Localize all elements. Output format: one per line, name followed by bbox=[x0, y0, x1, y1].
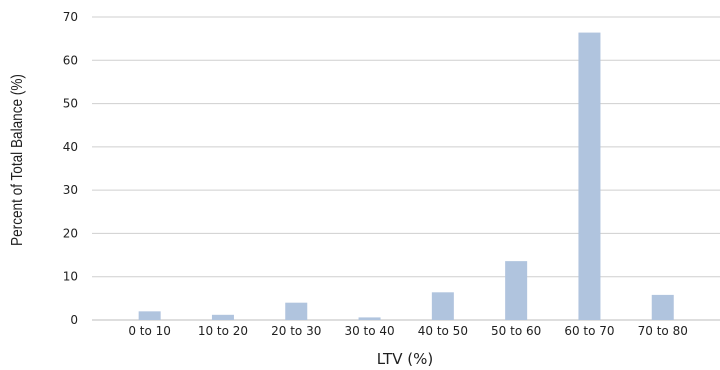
x-tick-label: 20 to 30 bbox=[271, 324, 321, 338]
bar bbox=[505, 261, 528, 320]
x-tick-label: 10 to 20 bbox=[198, 324, 248, 338]
x-tick-label: 60 to 70 bbox=[564, 324, 614, 338]
bar bbox=[578, 32, 601, 320]
bar bbox=[211, 314, 234, 320]
gridlines bbox=[92, 16, 720, 321]
x-tick-label: 0 to 10 bbox=[128, 324, 171, 338]
y-tick-label: 0 bbox=[70, 313, 78, 327]
y-tick-label: 30 bbox=[63, 183, 78, 197]
x-axis-title: LTV (%) bbox=[377, 350, 433, 368]
y-tick-label: 60 bbox=[63, 53, 78, 67]
bar bbox=[138, 311, 161, 320]
x-axis-ticks: 0 to 10 10 to 20 20 to 30 30 to 40 40 to 50 5… bbox=[128, 324, 688, 338]
x-tick-label: 50 to 60 bbox=[491, 324, 541, 338]
x-tick-label: 70 to 80 bbox=[638, 324, 688, 338]
y-tick-label: 20 bbox=[63, 226, 78, 240]
y-tick-label: 40 bbox=[63, 140, 78, 154]
bars bbox=[138, 32, 674, 320]
bar bbox=[431, 292, 454, 320]
y-tick-label: 50 bbox=[63, 97, 78, 111]
y-axis-ticks: 0 10 20 30 40 50 60 70 bbox=[63, 10, 78, 327]
bar bbox=[285, 302, 308, 320]
y-tick-label: 10 bbox=[63, 270, 78, 284]
x-tick-label: 40 to 50 bbox=[418, 324, 468, 338]
bar bbox=[358, 317, 381, 320]
x-tick-label: 30 to 40 bbox=[344, 324, 394, 338]
y-tick-label: 70 bbox=[63, 10, 78, 24]
y-axis-title: Percent of Total Balance (%) bbox=[9, 74, 26, 246]
bar bbox=[651, 294, 674, 320]
